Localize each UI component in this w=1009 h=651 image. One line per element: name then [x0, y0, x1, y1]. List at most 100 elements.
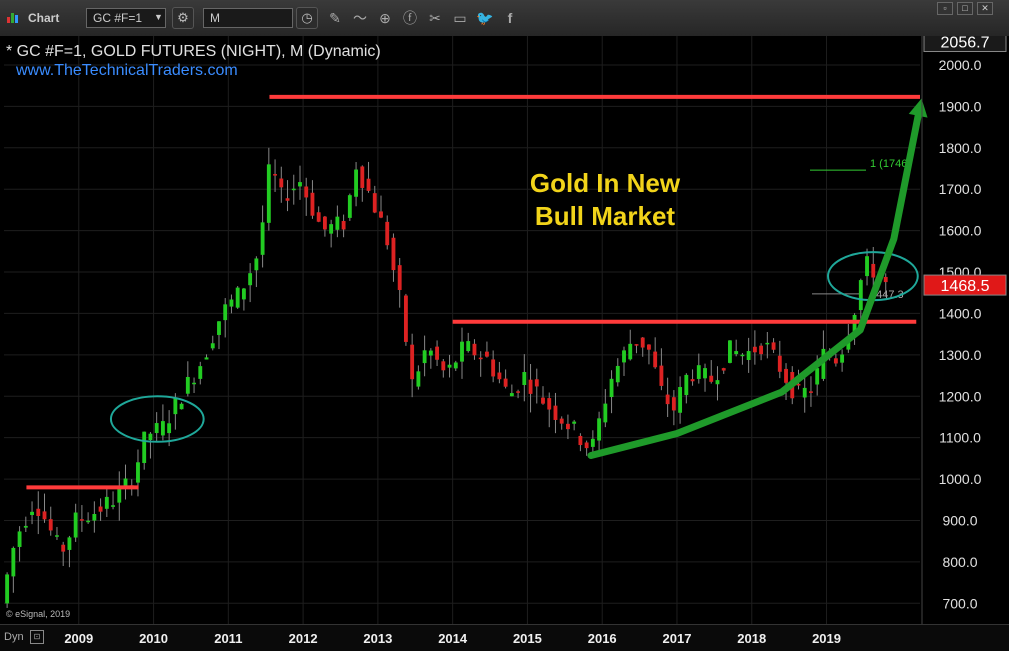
candle-body [578, 435, 583, 446]
y-axis: 700.0 800.0 900.0 1000.0 1100.0 1200.0 1300.0 1… [923, 36, 1007, 611]
trend-arrow-head [908, 98, 928, 118]
maximize-icon[interactable]: □ [957, 2, 973, 15]
candle-body [329, 224, 334, 234]
candle-body [821, 348, 826, 379]
annotation-line2: Bull Market [535, 201, 675, 231]
candle-body [883, 276, 888, 283]
candles [5, 147, 888, 608]
candle-body [752, 346, 757, 353]
price-tag-box [923, 36, 1007, 53]
candle-body [285, 198, 290, 201]
y-tick-label: 1600.0 [939, 223, 982, 239]
candle-body [728, 340, 732, 363]
candle-body [322, 216, 327, 230]
candle-body [142, 431, 147, 463]
facebook-icon[interactable]: f [507, 10, 513, 26]
candle-body [223, 304, 228, 321]
close-icon[interactable]: ✕ [977, 2, 993, 15]
candle-body [497, 372, 502, 380]
price-chart[interactable]: 1 (1746.1447.3 700.0800.0900.01000.01100… [0, 36, 1009, 624]
candle-body [217, 321, 221, 335]
candle-body [833, 358, 838, 364]
x-tick-label: 2010 [139, 631, 168, 646]
candle-body [360, 166, 365, 188]
draw-pen-icon[interactable]: ✎ [329, 10, 341, 26]
candle-body [746, 351, 751, 361]
candle-body [740, 354, 745, 357]
candle-body [304, 186, 309, 198]
candle-body [572, 421, 577, 424]
alert-icon[interactable]: ⓕ [403, 10, 417, 26]
candle-body [615, 365, 620, 383]
candle-body [410, 344, 415, 380]
candle-body [11, 547, 16, 577]
candle-body [453, 362, 458, 369]
candle-body [23, 525, 28, 528]
candle-body [441, 361, 446, 371]
candle-body [802, 387, 807, 398]
x-tick-label: 2012 [289, 631, 318, 646]
y-tick-label: 1900.0 [939, 98, 982, 114]
candle-body [316, 212, 321, 222]
highlight-ellipse [109, 395, 205, 443]
clock-icon[interactable]: ◷ [296, 7, 318, 29]
candle-body [647, 344, 651, 350]
crosshair-icon[interactable]: ⊕ [379, 10, 391, 26]
candle-body [590, 438, 595, 447]
candle-body [397, 265, 402, 291]
candle-body [640, 337, 645, 348]
candle-body [372, 193, 377, 213]
tools-icon[interactable]: ✂ [429, 10, 441, 26]
dyn-label[interactable]: Dyn [4, 631, 24, 643]
candle-body [42, 511, 47, 520]
chart-line-icon[interactable]: 〜 [353, 10, 367, 26]
candle-body [478, 357, 483, 360]
candle-body [659, 365, 664, 386]
candle-body [235, 287, 240, 308]
chart-app-icon [6, 10, 20, 24]
twitter-icon[interactable]: 🐦 [476, 10, 494, 26]
watermark: © eSignal, 2019 [6, 609, 70, 619]
restore-icon[interactable]: ▫ [937, 2, 953, 15]
candle-body [653, 351, 658, 368]
candle-body [67, 537, 72, 550]
candle-body [840, 354, 845, 363]
candle-body [671, 397, 676, 411]
price-tag-label: 1468.5 [941, 278, 990, 295]
lock-icon[interactable]: ⊡ [30, 630, 44, 644]
candle-body [260, 222, 265, 255]
candle-body [198, 366, 203, 379]
fib-label: 1 (1746. [870, 158, 910, 170]
candle-body [721, 368, 726, 371]
candle-body [335, 216, 340, 230]
candle-body [871, 263, 876, 278]
x-axis-bar: Dyn ⊡ 2009 2010 2011 2012 2013 2014 2015 2016 20… [0, 624, 1009, 651]
x-tick-label: 2017 [663, 631, 692, 646]
candle-body [391, 237, 396, 271]
candle-body [123, 478, 128, 488]
symbol-dropdown-arrow[interactable]: ▼ [154, 12, 163, 22]
symbol-input[interactable]: GC #F=1 [86, 8, 166, 28]
x-tick-label: 2016 [588, 631, 617, 646]
candle-body [759, 345, 764, 355]
candle-body [403, 295, 408, 342]
candle-body [254, 258, 259, 271]
candle-body [771, 342, 776, 350]
candle-body [522, 372, 527, 386]
candle-body [136, 462, 140, 483]
candle-body [865, 256, 869, 277]
chart-subtitle: www.TheTechnicalTraders.com [15, 62, 238, 79]
y-tick-label: 900.0 [942, 512, 977, 528]
candle-body [435, 346, 440, 360]
candle-body [148, 433, 153, 441]
candle-body [777, 355, 782, 372]
candle-body [559, 418, 564, 424]
candle-body [809, 391, 813, 393]
interval-select[interactable]: M [203, 8, 293, 28]
comment-icon[interactable]: ▭ [453, 10, 467, 26]
candle-body [690, 379, 695, 382]
candle-body [5, 574, 10, 604]
settings-icon[interactable]: ⚙ [172, 7, 194, 29]
candle-body [709, 375, 714, 382]
candle-body [784, 368, 788, 383]
